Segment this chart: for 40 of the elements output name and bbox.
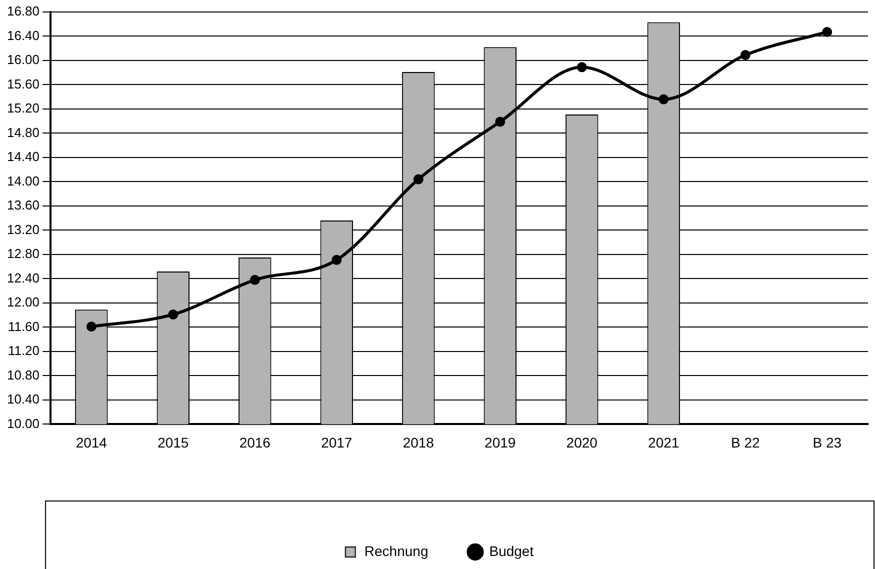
point — [86, 322, 96, 332]
y-tick-label: 14.00 — [6, 173, 40, 188]
point — [332, 254, 342, 265]
x-tick-label: 2016 — [239, 434, 271, 450]
x-tick-label: B 23 — [812, 434, 842, 450]
y-tick-label: 12.40 — [6, 270, 40, 286]
y-tick-label: 11.20 — [8, 343, 40, 358]
point — [168, 309, 178, 320]
y-tick-label: 16.40 — [6, 28, 40, 43]
y-tick-label: 15.20 — [6, 100, 40, 116]
point — [658, 94, 669, 104]
x-tick-label: 2021 — [648, 434, 680, 450]
legend-label: Rechnung — [364, 542, 428, 559]
x-tick-label: 2019 — [484, 434, 516, 450]
x-tick-label: 2018 — [402, 434, 434, 450]
legend-label: Budget — [489, 542, 534, 559]
point — [576, 62, 587, 72]
y-tick-label: 13.60 — [6, 198, 40, 213]
y-tick-label: 16.80 — [6, 4, 40, 19]
y-tick-label: 12.80 — [6, 246, 40, 262]
y-tick-label: 10.80 — [6, 367, 40, 382]
x-tick-label: 2020 — [566, 434, 598, 450]
y-tick-label: 10.00 — [6, 416, 40, 431]
y-tick-label: 16.00 — [6, 52, 40, 68]
y-tick-label: 14.40 — [6, 149, 40, 164]
point — [413, 174, 424, 184]
y-tick-label: 15.60 — [6, 76, 40, 92]
y-tick-label: 11.60 — [8, 318, 40, 334]
point — [495, 116, 506, 127]
point — [740, 50, 750, 60]
point — [822, 27, 832, 38]
y-tick-label: 10.40 — [6, 392, 40, 407]
x-tick-label: 2014 — [76, 434, 108, 450]
x-tick-label: 2015 — [158, 434, 189, 450]
x-tick-label: 2017 — [321, 434, 352, 450]
point — [250, 274, 260, 285]
y-tick-label: 14.80 — [6, 124, 40, 140]
y-tick-label: 13.20 — [6, 222, 40, 237]
y-tick-label: 12.00 — [6, 294, 40, 310]
x-tick-label: B 22 — [730, 434, 760, 450]
